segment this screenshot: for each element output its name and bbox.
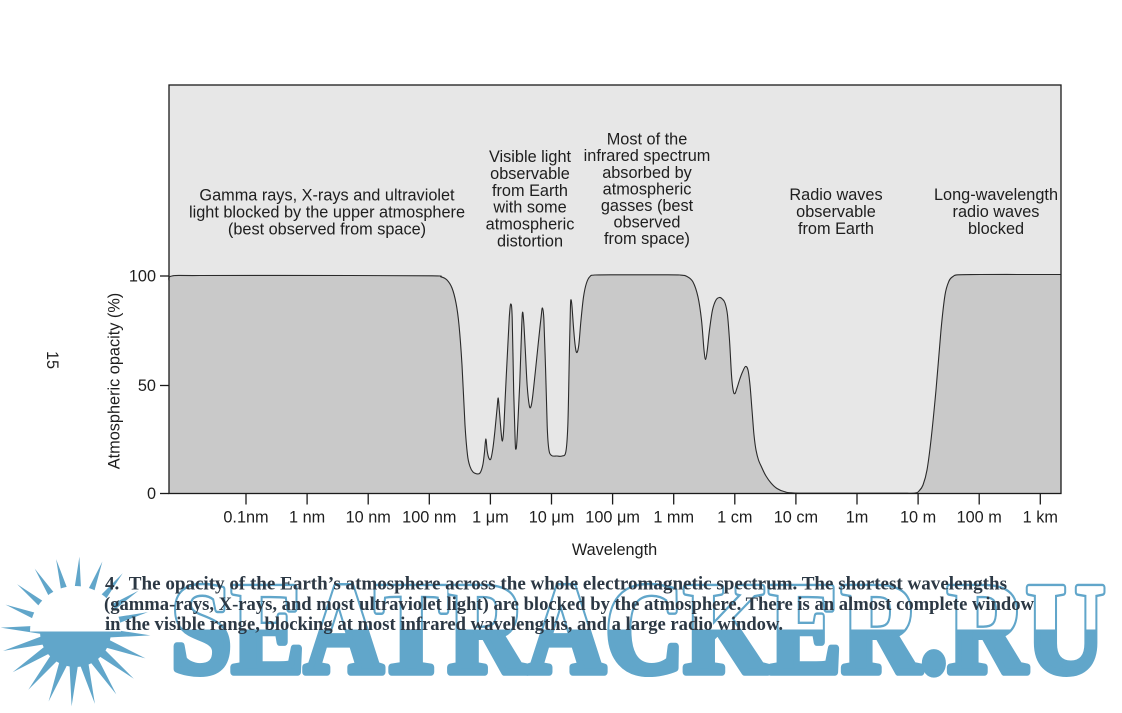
svg-text:SEATRACKER.RU: SEATRACKER.RU (171, 557, 1105, 700)
svg-text:atmospheric: atmospheric (486, 216, 575, 234)
svg-text:gasses (best: gasses (best (601, 197, 694, 215)
svg-text:observed: observed (614, 214, 681, 232)
svg-text:100 nm: 100 nm (402, 509, 456, 527)
svg-text:4. The opacity of the Earth’s: 4. The opacity of the Earth’s atmosphere… (105, 574, 1007, 595)
svg-text:100 μm: 100 μm (585, 509, 640, 527)
svg-text:10 nm: 10 nm (346, 509, 391, 527)
svg-text:with some: with some (492, 199, 566, 217)
svg-text:Wavelength: Wavelength (572, 541, 657, 559)
svg-text:50: 50 (138, 377, 156, 395)
svg-text:SEATRACKER.RU: SEATRACKER.RU (171, 557, 1105, 700)
svg-text:Long-wavelength: Long-wavelength (934, 186, 1058, 204)
svg-text:100: 100 (129, 268, 156, 286)
svg-text:0: 0 (147, 485, 156, 503)
svg-text:0.1nm: 0.1nm (223, 509, 268, 527)
svg-text:Atmospheric opacity (%): Atmospheric opacity (%) (106, 293, 124, 469)
svg-text:(gamma-rays, X-rays, and most: (gamma-rays, X-rays, and most ultraviole… (104, 594, 1034, 615)
svg-text:blocked: blocked (968, 220, 1024, 238)
svg-text:Most of the: Most of the (607, 131, 688, 149)
svg-text:from Earth: from Earth (798, 220, 874, 238)
svg-text:distortion: distortion (497, 233, 563, 251)
svg-text:1 km: 1 km (1023, 509, 1058, 527)
svg-text:light blocked by the upper atm: light blocked by the upper atmosphere (189, 204, 465, 222)
svg-text:SEATRACKER.RU: SEATRACKER.RU (171, 557, 1105, 700)
svg-text:atmospheric: atmospheric (603, 180, 692, 198)
svg-text:from space): from space) (604, 230, 690, 248)
svg-text:absorbed by: absorbed by (602, 164, 692, 182)
svg-text:15: 15 (43, 351, 61, 369)
svg-text:radio waves: radio waves (953, 203, 1040, 221)
svg-text:from Earth: from Earth (492, 182, 568, 200)
svg-text:10 cm: 10 cm (774, 509, 818, 527)
svg-text:Radio waves: Radio waves (789, 186, 882, 204)
svg-text:(best observed from space): (best observed from space) (228, 221, 426, 239)
svg-text:in the visible range, blocking: in the visible range, blocking at most i… (105, 614, 783, 635)
svg-text:1 nm: 1 nm (289, 509, 325, 527)
svg-text:10 μm: 10 μm (529, 509, 575, 527)
svg-text:1 mm: 1 mm (653, 509, 694, 527)
svg-text:1 cm: 1 cm (717, 509, 752, 527)
svg-text:1m: 1m (846, 509, 869, 527)
svg-text:Gamma rays, X-rays and ultravi: Gamma rays, X-rays and ultraviolet (199, 187, 455, 205)
svg-text:1 μm: 1 μm (472, 509, 509, 527)
svg-text:Visible light: Visible light (489, 148, 572, 166)
svg-text:10 m: 10 m (900, 509, 936, 527)
svg-text:observable: observable (796, 203, 876, 221)
svg-text:infrared spectrum: infrared spectrum (584, 147, 711, 165)
svg-text:observable: observable (490, 165, 570, 183)
svg-text:100 m: 100 m (957, 509, 1002, 527)
